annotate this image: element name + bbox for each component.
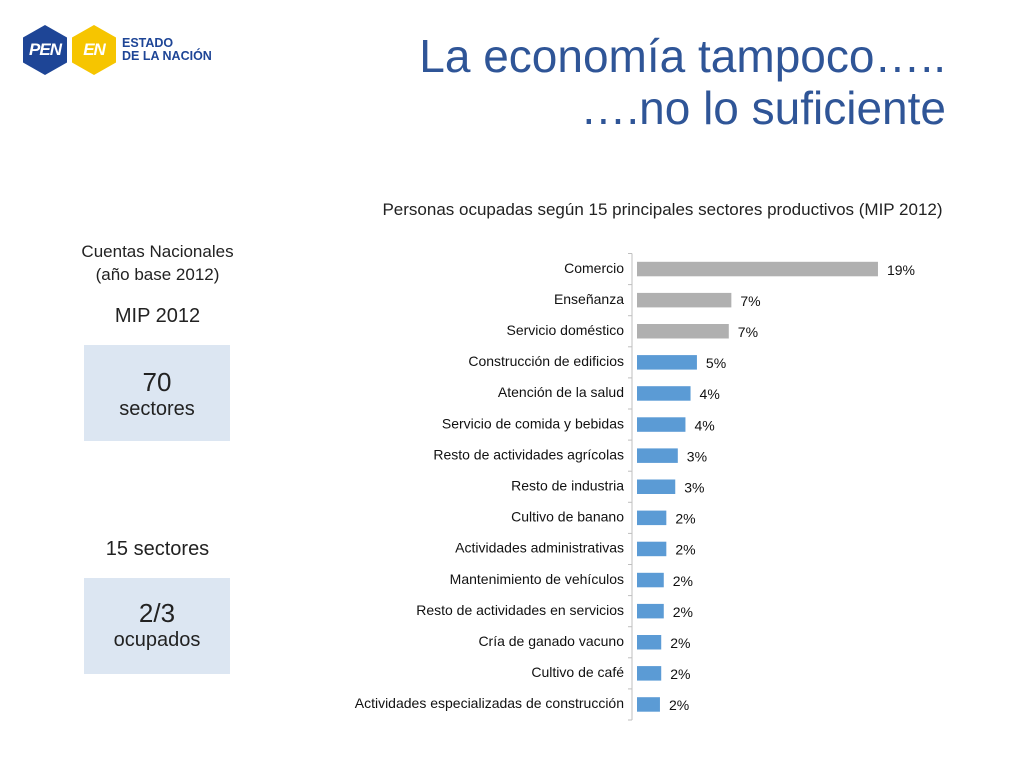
category-label: Servicio de comida y bebidas [442,415,624,431]
cuentas-nacionales-text: Cuentas Nacionales (año base 2012) [60,240,255,286]
page-title-line2: ….no lo suficiente [580,82,946,134]
logo-line1: ESTADO [122,36,174,50]
bar [637,635,662,650]
data-label: 2% [670,666,690,682]
data-label: 5% [706,355,726,371]
category-label: Resto de actividades agrícolas [433,446,624,462]
ocupados-box: 2/3 ocupados [84,578,230,674]
fifteen-sectores-label: 15 sectores [105,538,210,560]
bar [637,417,686,432]
category-label: Cultivo de café [531,664,624,680]
category-label: Comercio [564,260,624,276]
category-label: Enseñanza [554,291,624,307]
category-label: Actividades administrativas [455,540,624,556]
bar [637,666,662,681]
bar [637,510,667,526]
data-label: 3% [687,448,707,464]
ocupados-fraction: 2/3 [138,598,176,628]
sectores-count: 70 [142,367,172,397]
bar [637,292,732,308]
logo-line2: DE LA NACIÓN [122,49,212,63]
cuentas-line2: (año base 2012) [95,265,220,284]
cuentas-line1: Cuentas Nacionales [81,242,234,261]
data-label: 7% [738,324,758,340]
mip-label: MIP 2012 [114,305,201,327]
bar [637,572,664,588]
category-label: Resto de actividades en servicios [416,602,624,618]
logo-wordmark: ESTADO DE LA NACIÓN [122,37,232,63]
ocupados-label: ocupados [113,629,201,651]
data-label: 19% [887,262,915,278]
category-label: Mantenimiento de vehículos [450,571,624,587]
page-title-line1: La economía tampoco….. [419,30,946,82]
data-label: 2% [675,511,695,527]
data-label: 2% [673,573,693,589]
data-label: 2% [675,542,695,558]
pen-logo-text: PEN [29,40,62,59]
data-label: 2% [673,604,693,620]
sectores-box: 70 sectores [84,345,230,441]
pen-logo-icon: PEN [22,24,68,76]
bar [637,261,878,277]
category-label: Cultivo de banano [511,509,624,525]
en-logo-text: EN [83,40,106,59]
bar [637,448,678,463]
bar [637,324,729,339]
category-label: Atención de la salud [498,384,624,400]
category-label: Resto de industria [511,477,624,493]
category-label: Cría de ganado vacuno [478,633,624,649]
category-label: Construcción de edificios [468,353,624,369]
en-logo-icon: EN [71,24,117,76]
bar [637,386,691,401]
data-label: 2% [670,635,690,651]
bar [637,355,697,370]
page-title: La economía tampoco….. ….no lo suficient… [419,30,946,134]
data-label: 2% [669,697,689,713]
category-label: Actividades especializadas de construcci… [355,695,624,711]
bar [637,479,676,494]
data-label: 4% [700,386,720,402]
bar [637,603,664,619]
bar [637,697,660,712]
chart-title: Personas ocupadas según 15 principales s… [382,200,943,219]
sectores-label: sectores [119,398,195,420]
data-label: 7% [740,293,760,309]
category-label: Servicio doméstico [507,322,625,338]
data-label: 4% [694,417,714,433]
bar [637,541,667,557]
data-label: 3% [684,479,704,495]
